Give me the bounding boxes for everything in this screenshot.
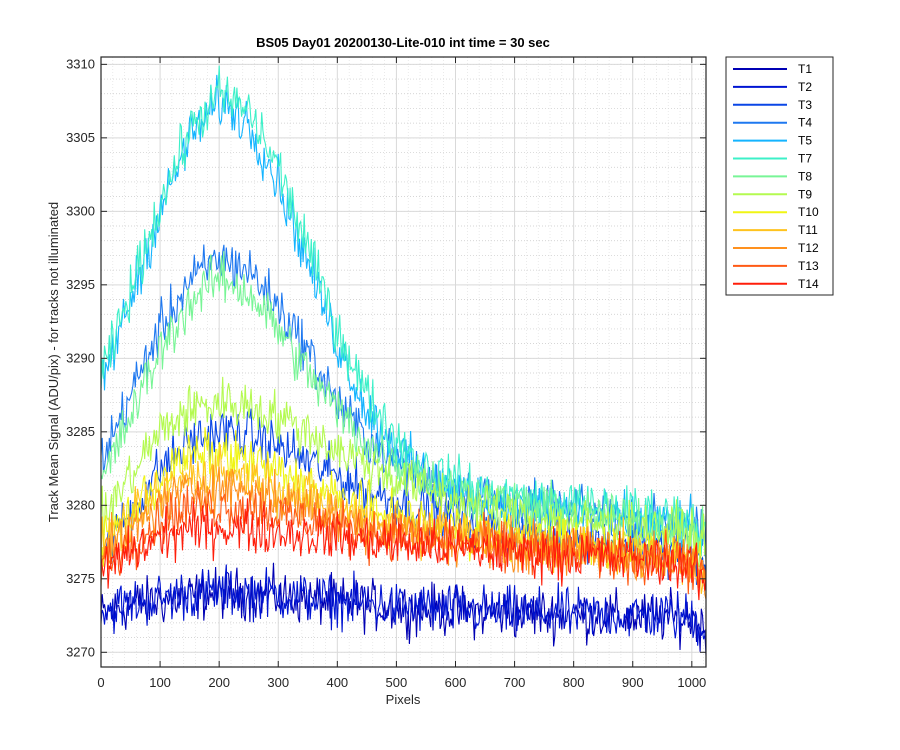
y-tick-label: 3290 — [66, 350, 95, 365]
legend-label-T4: T4 — [798, 116, 812, 130]
legend-label-T11: T11 — [798, 223, 818, 237]
x-tick-label: 700 — [504, 675, 526, 690]
x-tick-label: 800 — [563, 675, 585, 690]
legend-label-T2: T2 — [798, 80, 812, 94]
series-line-T9 — [101, 376, 706, 568]
x-tick-label: 600 — [445, 675, 467, 690]
legend-label-T3: T3 — [798, 98, 812, 112]
series-line-T1 — [101, 562, 706, 656]
series-layer — [101, 65, 706, 656]
legend-label-T13: T13 — [798, 259, 819, 273]
x-tick-label: 1000 — [677, 675, 706, 690]
series-line-T7 — [101, 65, 706, 557]
series-line-T14 — [101, 498, 706, 601]
y-axis-label: Track Mean Signal (ADU/pix) - for tracks… — [46, 202, 61, 522]
legend: T1 T2 T3 T4 T5 T7 T8 T9 T10 T11 T12 T13 T14 — [725, 56, 834, 296]
x-tick-label: 100 — [149, 675, 171, 690]
legend-label-T1: T1 — [798, 62, 812, 76]
y-tick-label: 3280 — [66, 497, 95, 512]
series-line-T11 — [101, 444, 706, 594]
x-tick-label: 300 — [267, 675, 289, 690]
legend-label-T10: T10 — [798, 205, 819, 219]
legend-label-T7: T7 — [798, 152, 812, 166]
plot-area — [101, 57, 706, 667]
legend-label-T12: T12 — [798, 241, 819, 255]
y-tick-label: 3305 — [66, 130, 95, 145]
y-axis-ticks: 3270 3275 3280 3285 3290 3295 3300 3305 3310 — [66, 56, 706, 659]
x-axis-label: Pixels — [386, 692, 421, 707]
x-tick-label: 200 — [208, 675, 230, 690]
y-tick-label: 3275 — [66, 571, 95, 586]
x-tick-label: 0 — [97, 675, 104, 690]
y-tick-label: 3300 — [66, 203, 95, 218]
y-tick-label: 3295 — [66, 277, 95, 292]
series-line-T8 — [101, 251, 706, 563]
x-tick-label: 500 — [386, 675, 408, 690]
y-tick-label: 3285 — [66, 424, 95, 439]
series-line-T2 — [101, 564, 706, 646]
legend-label-T8: T8 — [798, 169, 812, 183]
x-axis-ticks: 0 100 200 300 400 500 600 700 800 900 1000 — [97, 57, 706, 690]
plot-frame — [100, 56, 707, 668]
x-tick-label: 400 — [326, 675, 348, 690]
y-tick-label: 3310 — [66, 56, 95, 71]
legend-label-T5: T5 — [798, 134, 812, 148]
y-tick-label: 3270 — [66, 644, 95, 659]
x-tick-label: 900 — [622, 675, 644, 690]
chart-title: BS05 Day01 20200130-Lite-010 int time = … — [256, 35, 550, 50]
legend-label-T14: T14 — [798, 277, 819, 291]
legend-label-T9: T9 — [798, 187, 812, 201]
